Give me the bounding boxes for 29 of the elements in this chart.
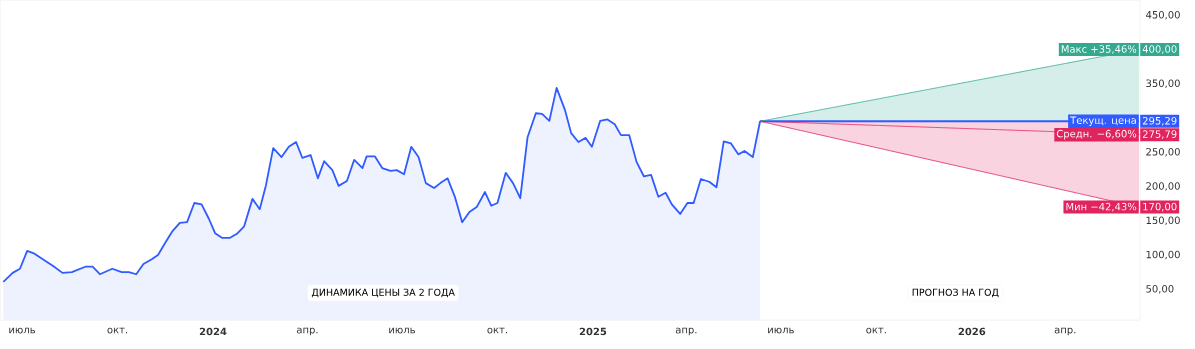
legend-label: Мин −42,43% <box>1066 202 1137 212</box>
y-tick-label: 150,00 <box>1146 216 1180 226</box>
x-tick-label: апр. <box>675 327 697 336</box>
x-tick-label: апр. <box>1054 327 1076 336</box>
y-tick-label: 350,00 <box>1146 79 1180 89</box>
x-tick-label: окт. <box>107 327 128 334</box>
legend-label: Макс +35,46% <box>1061 45 1137 54</box>
y-tick-label: 250,00 <box>1146 147 1180 157</box>
y-tick-label: 450,00 <box>1146 10 1180 20</box>
x-tick-label: июль <box>389 327 415 334</box>
x-tick-label: окт. <box>487 327 507 334</box>
x-tick-label: июль <box>9 327 36 334</box>
legend-label: Текущ. цена <box>1070 116 1136 126</box>
x-tick-label: 2024 <box>199 327 227 336</box>
x-tick-label: июль <box>768 327 794 334</box>
y-tick-label: 50,00 <box>1146 284 1174 294</box>
data-label: 170,00 <box>1143 202 1177 212</box>
data-label: 295,29 <box>1142 116 1177 126</box>
data-label: 275,79 <box>1142 130 1177 139</box>
x-tick-label: 2025 <box>579 327 607 336</box>
x-tick-label: 2026 <box>958 327 986 336</box>
data-label: 400,00 <box>1142 45 1177 54</box>
y-tick-label: 100,00 <box>1146 250 1180 260</box>
x-tick-label: окт. <box>866 327 886 334</box>
y-tick-label: 200,00 <box>1146 182 1180 191</box>
x-tick-label: апр. <box>296 327 318 336</box>
annotation: ПРОГНОЗ НА ГОД <box>912 288 999 298</box>
annotation: ДИНАМИКА ЦЕНЫ ЗА 2 ГОДА <box>311 288 455 298</box>
legend-label: Средн. −6,60% <box>1056 129 1137 140</box>
